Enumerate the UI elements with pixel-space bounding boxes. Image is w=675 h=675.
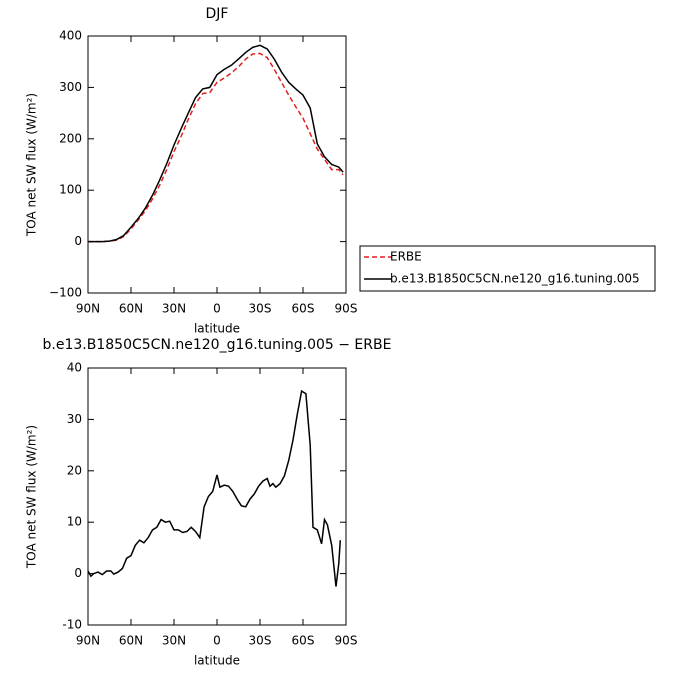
data-line: [87, 389, 342, 587]
legend-label: b.e13.B1850C5CN.ne120_g16.tuning.005: [390, 272, 640, 286]
data-line: [88, 44, 344, 243]
x-tick-label: 30N: [162, 302, 186, 316]
x-axis-label: latitude: [194, 322, 240, 336]
x-tick-label: 0: [213, 634, 221, 648]
x-axis-label: latitude: [194, 654, 240, 668]
y-tick-label: -10: [62, 618, 82, 632]
y-tick-label: 30: [67, 412, 82, 426]
x-tick-label: 60S: [292, 634, 315, 648]
x-tick-label: 90N: [76, 302, 100, 316]
y-tick-label: 400: [59, 29, 82, 43]
y-axis-label: TOA net SW flux (W/m²): [25, 93, 39, 237]
y-tick-label: 40: [67, 361, 82, 375]
chart-title: DJF: [206, 6, 229, 22]
y-tick-label: 300: [59, 80, 82, 94]
x-tick-label: 30S: [249, 302, 272, 316]
y-tick-label: 20: [67, 463, 82, 477]
x-tick-label: 90S: [335, 634, 358, 648]
y-tick-label: 200: [59, 131, 82, 145]
y-tick-label: 0: [74, 566, 82, 580]
y-tick-label: 100: [59, 183, 82, 197]
x-tick-label: 60S: [292, 302, 315, 316]
x-tick-label: 60N: [119, 302, 143, 316]
data-line: [88, 52, 344, 243]
legend-label: ERBE: [390, 250, 422, 264]
y-axis-label: TOA net SW flux (W/m²): [25, 425, 39, 569]
y-tick-label: 10: [67, 515, 82, 529]
legend-box: [359, 245, 656, 292]
x-tick-label: 60N: [119, 634, 143, 648]
x-tick-label: 0: [213, 302, 221, 316]
y-tick-label: −100: [49, 286, 82, 300]
x-tick-label: 30N: [162, 634, 186, 648]
x-tick-label: 90N: [76, 634, 100, 648]
x-tick-label: 30S: [249, 634, 272, 648]
x-tick-label: 90S: [335, 302, 358, 316]
y-tick-label: 0: [74, 234, 82, 248]
chart-title: b.e13.B1850C5CN.ne120_g16.tuning.005 − E…: [43, 337, 392, 353]
